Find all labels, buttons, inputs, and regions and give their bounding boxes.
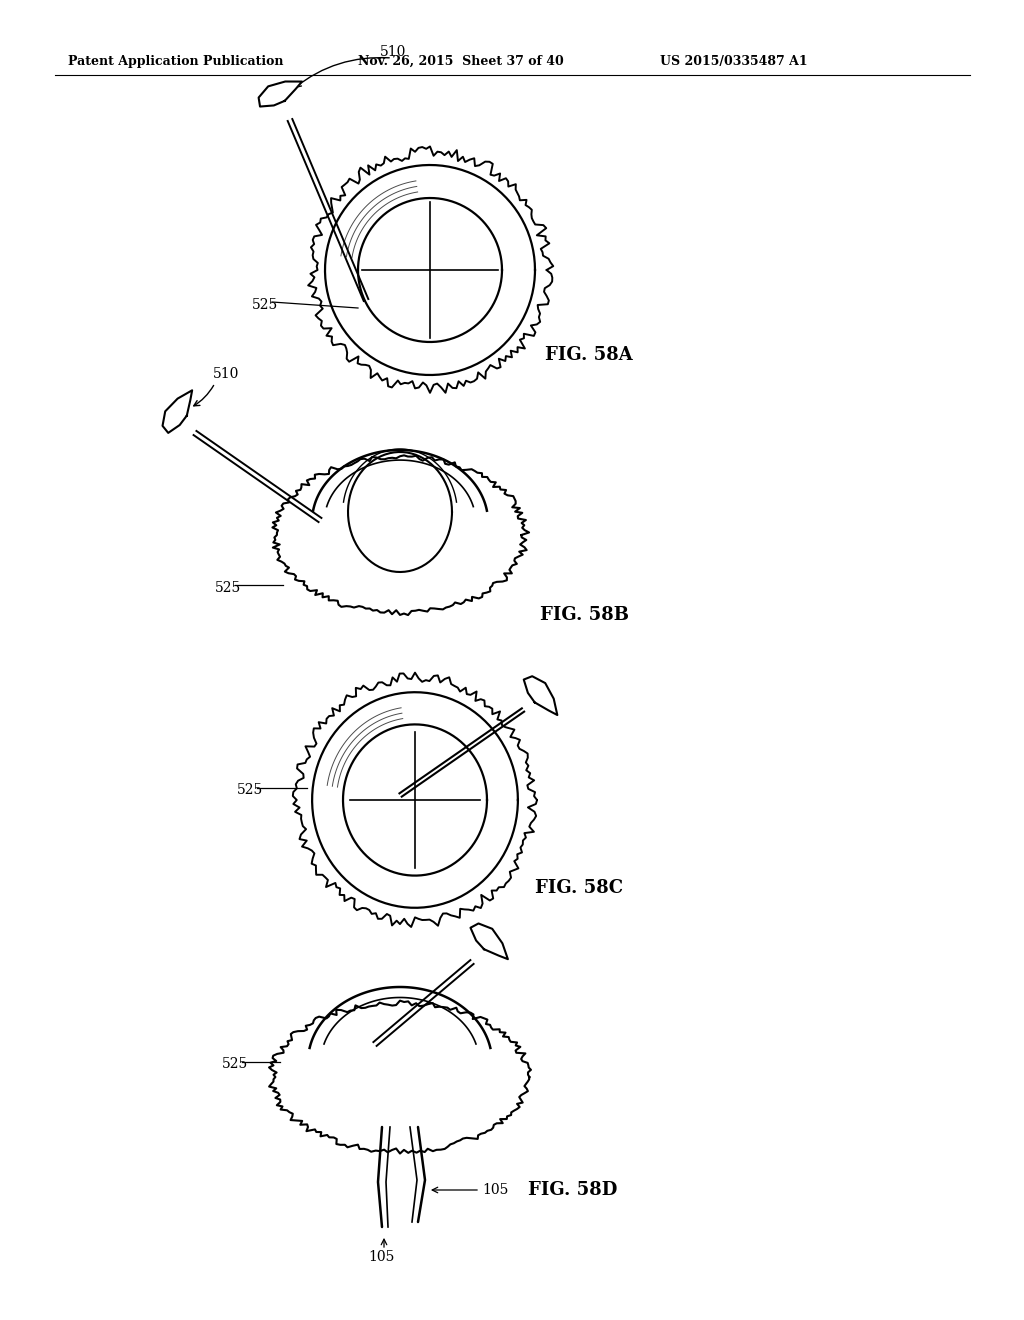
Text: Nov. 26, 2015  Sheet 37 of 40: Nov. 26, 2015 Sheet 37 of 40 — [358, 55, 564, 69]
Polygon shape — [259, 82, 302, 107]
Text: 105: 105 — [482, 1183, 508, 1197]
Text: FIG. 58B: FIG. 58B — [540, 606, 629, 624]
Text: 525: 525 — [215, 581, 242, 595]
Text: Patent Application Publication: Patent Application Publication — [68, 55, 284, 69]
Text: FIG. 58C: FIG. 58C — [535, 879, 624, 898]
Text: 525: 525 — [222, 1057, 248, 1071]
Text: US 2015/0335487 A1: US 2015/0335487 A1 — [660, 55, 808, 69]
Text: 525: 525 — [252, 298, 279, 312]
Polygon shape — [523, 676, 557, 715]
Polygon shape — [470, 924, 508, 960]
Text: 510: 510 — [213, 367, 240, 381]
Polygon shape — [163, 391, 193, 433]
Text: 510: 510 — [380, 45, 407, 59]
Text: 525: 525 — [237, 783, 263, 797]
Text: FIG. 58D: FIG. 58D — [528, 1181, 617, 1199]
Text: FIG. 58A: FIG. 58A — [545, 346, 633, 364]
Text: 105: 105 — [369, 1250, 395, 1265]
